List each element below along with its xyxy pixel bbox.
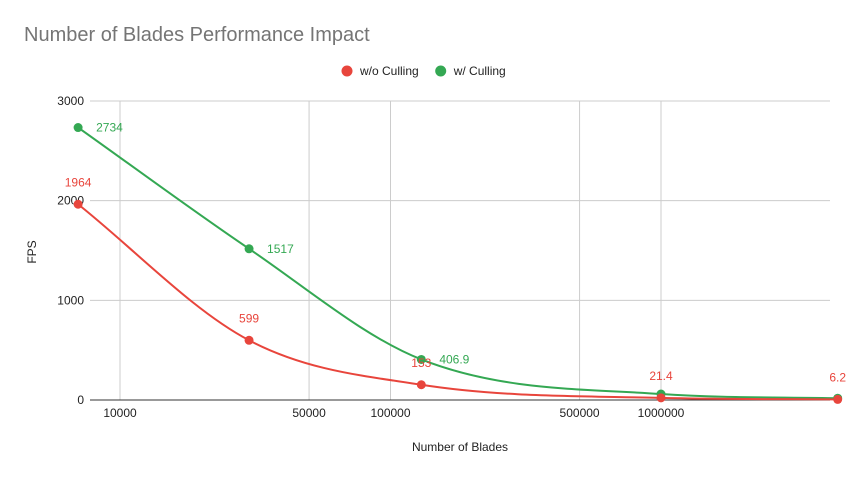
x-axis-title: Number of Blades [412,440,508,454]
data-point [73,199,83,209]
data-label: 21.4 [649,369,673,383]
gridlines [90,100,830,401]
x-tick-labels: 10000 50000 100000 500000 1000000 [103,406,684,420]
legend-marker [435,65,447,77]
data-label: 1517 [267,242,294,256]
y-tick-label: 1000 [57,293,84,307]
y-tick-label: 3000 [57,94,84,108]
data-point [416,380,426,390]
x-tick-label: 10000 [103,406,137,420]
data-label: 153 [411,356,431,370]
data-label: 2734 [96,121,123,135]
data-point [833,394,843,404]
series-line [77,203,838,401]
data-point [244,244,254,254]
chart-title: Number of Blades Performance Impact [24,24,370,46]
legend: w/o Culling w/ Culling [341,64,506,78]
data-point [244,335,254,345]
data-point [416,354,426,364]
data-label: 1964 [65,175,92,189]
data-label: 599 [239,311,259,325]
legend-label: w/ Culling [453,64,506,78]
data-labels: 1964 599 153 21.4 6.2 2734 1517 406.9 [65,121,847,385]
data-label: 406.9 [439,352,469,366]
legend-label: w/o Culling [359,64,419,78]
legend-marker [341,65,353,77]
data-label: 6.2 [829,370,846,384]
x-tick-label: 100000 [370,406,410,420]
data-points [73,123,843,404]
data-point [656,393,666,403]
x-tick-label: 1000000 [638,406,685,420]
data-point [73,123,83,133]
y-tick-label: 0 [77,393,84,407]
x-tick-label: 50000 [292,406,326,420]
x-tick-label: 500000 [560,406,600,420]
y-axis-title: FPS [25,240,39,263]
